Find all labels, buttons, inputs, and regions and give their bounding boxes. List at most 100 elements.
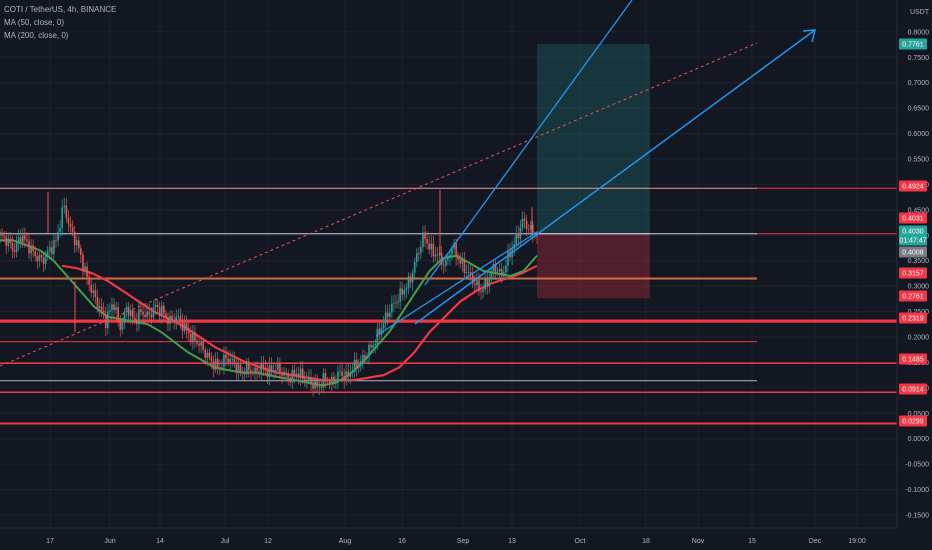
price-badge-label: 0.4924 — [902, 184, 924, 191]
stop-zone[interactable] — [537, 233, 650, 299]
candle-body — [200, 342, 202, 346]
candle-body — [341, 371, 343, 377]
candle-body — [382, 323, 385, 329]
candle-body — [498, 268, 501, 272]
candle-body — [179, 316, 182, 322]
grid-lines — [0, 0, 897, 528]
candle-body — [216, 358, 219, 368]
candle-body — [80, 248, 82, 256]
price-badge-label: 0.0299 — [902, 419, 924, 426]
x-tick-label: 12 — [264, 538, 272, 545]
price-badge — [899, 246, 927, 258]
candle-body — [250, 370, 252, 373]
x-tick-label: Jun — [104, 538, 115, 545]
candle-body — [235, 364, 238, 373]
candle-body — [362, 355, 364, 362]
candle-body — [328, 380, 331, 383]
candle-body — [140, 309, 142, 312]
dashed-projection-line[interactable] — [0, 42, 758, 367]
candle-body — [455, 242, 457, 258]
candle-body — [378, 328, 381, 335]
candle-body — [457, 257, 460, 260]
candle-body — [88, 276, 90, 285]
candle-body — [227, 358, 229, 363]
steep-trendline[interactable] — [424, 0, 633, 286]
candle-body — [5, 236, 8, 246]
candle-body — [92, 290, 95, 293]
candle-body — [471, 274, 474, 284]
price-badge-label: 0.4030 — [902, 229, 924, 236]
candle-body — [422, 232, 424, 247]
candle-body — [162, 305, 165, 314]
candle-body — [266, 370, 269, 378]
price-badge — [899, 225, 927, 237]
candle-body — [521, 218, 524, 228]
candle-body — [125, 306, 128, 312]
candle-body — [69, 223, 72, 227]
x-tick-label: 13 — [508, 538, 516, 545]
candle-body — [142, 311, 144, 315]
candle-body — [428, 243, 430, 250]
candle-body — [515, 233, 518, 245]
price-badge — [899, 38, 927, 50]
y-tick-label: 0.3000 — [908, 284, 930, 291]
drawings[interactable] — [0, 0, 816, 367]
y-tick-label: 0.6000 — [908, 131, 930, 138]
candle-body — [256, 367, 258, 372]
ma50-legend[interactable]: MA (50, close, 0) — [4, 18, 65, 27]
candle-body — [192, 332, 194, 343]
candle-body — [436, 254, 439, 256]
candle-body — [90, 284, 93, 293]
lower-trendline[interactable] — [375, 231, 538, 337]
candle-body — [59, 227, 61, 232]
projection-arrow-line[interactable] — [414, 29, 816, 325]
candle-body — [67, 217, 70, 224]
time-axis[interactable] — [0, 528, 897, 550]
candle-body — [507, 251, 509, 266]
plot-area[interactable] — [0, 0, 897, 528]
candle-body — [46, 251, 49, 256]
price-badge-label: 0.4008 — [902, 250, 924, 257]
position-zones[interactable] — [537, 44, 650, 299]
candle-body — [333, 376, 335, 383]
candle-body — [165, 313, 167, 317]
candle-body — [478, 280, 480, 292]
candle-body — [185, 323, 188, 331]
candle-body — [283, 371, 285, 376]
price-badge-label: 0.2761 — [902, 294, 924, 301]
candle-body — [399, 288, 401, 302]
candle-body — [187, 330, 190, 334]
horizontal-levels[interactable] — [0, 187, 897, 425]
candle-body — [173, 319, 175, 323]
candle-body — [243, 371, 246, 375]
candle-body — [366, 356, 368, 359]
candle-body — [411, 272, 414, 283]
candle-body — [19, 237, 22, 243]
candle-body — [156, 304, 159, 307]
y-tick-label: 0.0000 — [908, 436, 930, 443]
candle-body — [368, 344, 370, 357]
candle-body — [281, 372, 283, 376]
target-zone[interactable] — [537, 44, 650, 234]
x-tick-label: Oct — [575, 538, 586, 545]
arrow-head — [802, 29, 816, 43]
ma200-legend[interactable]: MA (200, close, 0) — [4, 31, 69, 40]
symbol-title[interactable]: COTI / TetherUS, 4h, BINANCE — [4, 5, 117, 14]
price-badge — [899, 312, 927, 324]
candle-body — [148, 311, 151, 315]
candle-body — [11, 242, 14, 251]
candle-body — [353, 359, 356, 372]
candle-body — [171, 315, 173, 320]
candle-body — [532, 225, 534, 236]
candle-body — [463, 258, 466, 273]
y-tick-label: 0.5500 — [908, 156, 930, 163]
price-badge — [899, 415, 927, 427]
candle-body — [136, 320, 138, 325]
candle-body — [123, 311, 126, 322]
candle-body — [527, 229, 530, 230]
candle-body — [503, 272, 505, 277]
candle-body — [310, 377, 312, 385]
candle-body — [133, 317, 136, 321]
